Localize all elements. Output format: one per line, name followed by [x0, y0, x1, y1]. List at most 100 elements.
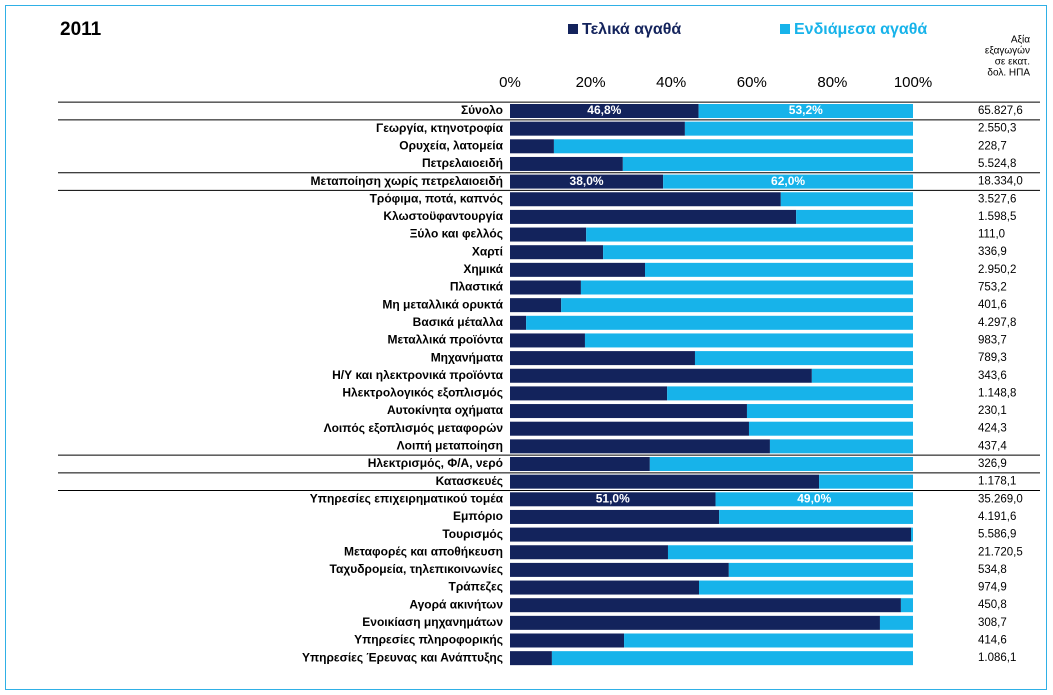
- x-tick-label: 100%: [894, 74, 932, 91]
- x-tick-label: 0%: [499, 74, 521, 91]
- category-label: Υπηρεσίες Έρευνας και Ανάπτυξης: [302, 650, 503, 664]
- category-label: Ταχυδρομεία, τηλεπικοινωνίες: [330, 562, 503, 576]
- data-label: 38,0%: [570, 174, 604, 188]
- bar-segment: [622, 156, 913, 171]
- category-label: Πλαστικά: [450, 280, 504, 294]
- bar-segment: [694, 351, 913, 366]
- bar-segment: [819, 474, 913, 489]
- chart-title: 2011: [60, 19, 102, 40]
- export-value: 1.598,5: [978, 211, 1016, 223]
- bar-segment: [728, 562, 913, 577]
- bar-segment: [667, 386, 913, 401]
- category-label: Μεταποίηση χωρίς πετρελαιοειδή: [311, 174, 504, 188]
- export-value: 326,9: [978, 458, 1007, 470]
- bar-segment: [510, 121, 685, 136]
- export-value: 18.334,0: [978, 176, 1023, 188]
- bar-segment: [811, 368, 913, 383]
- legend-swatch: [568, 24, 578, 34]
- export-value: 437,4: [978, 440, 1007, 452]
- bar-segment: [698, 104, 913, 118]
- bar-segment: [649, 457, 913, 471]
- bar-segment: [510, 562, 729, 577]
- bar-segment: [510, 298, 562, 313]
- category-label: Υπηρεσίες επιχειρηματικού τομέα: [310, 491, 504, 505]
- bar-segment: [645, 262, 913, 277]
- bar-segment: [510, 174, 664, 189]
- category-label: Λοιπή μεταποίηση: [397, 439, 503, 453]
- bar-segment: [510, 386, 668, 401]
- bar-segment: [879, 615, 913, 630]
- column-header: δολ. ΗΠΑ: [987, 68, 1030, 79]
- bar-segment: [796, 209, 913, 224]
- export-value: 21.720,5: [978, 546, 1023, 558]
- bar-segment: [510, 651, 552, 666]
- category-label: Μεταφορές και αποθήκευση: [344, 544, 503, 558]
- bar-segment: [510, 421, 749, 436]
- bar-segment: [510, 492, 716, 507]
- category-label: Κλωστοϋφαντουργία: [383, 209, 503, 223]
- data-label: 49,0%: [797, 491, 831, 505]
- legend-label: Τελικά αγαθά: [582, 21, 681, 38]
- category-label: Γεωργία, κτηνοτροφία: [376, 121, 504, 135]
- export-value: 111,0: [978, 229, 1005, 241]
- category-label: Βασικά μέταλλα: [413, 315, 504, 329]
- bar-segment: [510, 139, 554, 154]
- export-value: 230,1: [978, 405, 1007, 417]
- bar-segment: [910, 527, 913, 542]
- export-value: 414,6: [978, 635, 1007, 647]
- legend-swatch: [780, 24, 790, 34]
- category-label: Τουρισμός: [442, 527, 503, 541]
- bar-segment: [699, 580, 913, 595]
- category-label: Ηλεκτρολογικός εξοπλισμός: [342, 386, 503, 400]
- bar-segment: [719, 509, 913, 524]
- export-value: 308,7: [978, 617, 1007, 629]
- bar-segment: [746, 404, 913, 419]
- bar-segment: [510, 192, 781, 207]
- bar-segment: [510, 280, 581, 295]
- export-value: 789,3: [978, 352, 1007, 364]
- export-value: 2.950,2: [978, 264, 1016, 276]
- category-label: Ξύλο και φελλός: [410, 227, 503, 241]
- bar-segment: [748, 421, 913, 436]
- export-value: 534,8: [978, 564, 1007, 576]
- bar-segment: [580, 280, 913, 295]
- bar-segment: [510, 262, 646, 277]
- bar-segment: [510, 439, 770, 454]
- category-label: Εμπόριο: [453, 509, 503, 523]
- bar-segment: [510, 404, 747, 419]
- bar-segment: [510, 156, 623, 171]
- bar-segment: [510, 333, 585, 348]
- bar-segment: [510, 209, 797, 224]
- category-label: Τρόφιμα, ποτά, καπνός: [370, 191, 503, 205]
- export-value: 401,6: [978, 299, 1007, 311]
- bar-segment: [510, 615, 880, 630]
- export-value: 1.148,8: [978, 387, 1016, 399]
- export-value: 228,7: [978, 140, 1007, 152]
- export-value: 343,6: [978, 370, 1007, 382]
- bar-segment: [667, 545, 913, 560]
- bar-segment: [769, 439, 913, 454]
- bar-segment: [510, 545, 668, 560]
- export-value: 336,9: [978, 246, 1007, 258]
- legend-label: Ενδιάμεσα αγαθά: [794, 21, 927, 38]
- export-value: 65.827,6: [978, 105, 1023, 117]
- category-label: Ορυχεία, λατομεία: [399, 138, 503, 152]
- column-header: σε εκατ.: [995, 57, 1030, 68]
- category-label: Κατασκευές: [436, 474, 503, 488]
- data-label: 53,2%: [789, 103, 823, 117]
- category-label: Αγορά ακινήτων: [409, 597, 503, 611]
- bar-segment: [551, 651, 913, 666]
- bar-segment: [624, 633, 913, 648]
- category-label: Πετρελαιοειδή: [422, 156, 503, 170]
- export-value: 753,2: [978, 282, 1007, 294]
- bar-segment: [510, 227, 587, 242]
- bar-segment: [553, 139, 913, 154]
- data-label: 46,8%: [587, 103, 621, 117]
- export-value: 5.524,8: [978, 158, 1016, 170]
- column-header: Αξία: [1011, 34, 1030, 46]
- data-label: 62,0%: [771, 174, 805, 188]
- bar-segment: [510, 474, 820, 489]
- bar-segment: [510, 598, 901, 613]
- x-tick-label: 20%: [576, 74, 606, 91]
